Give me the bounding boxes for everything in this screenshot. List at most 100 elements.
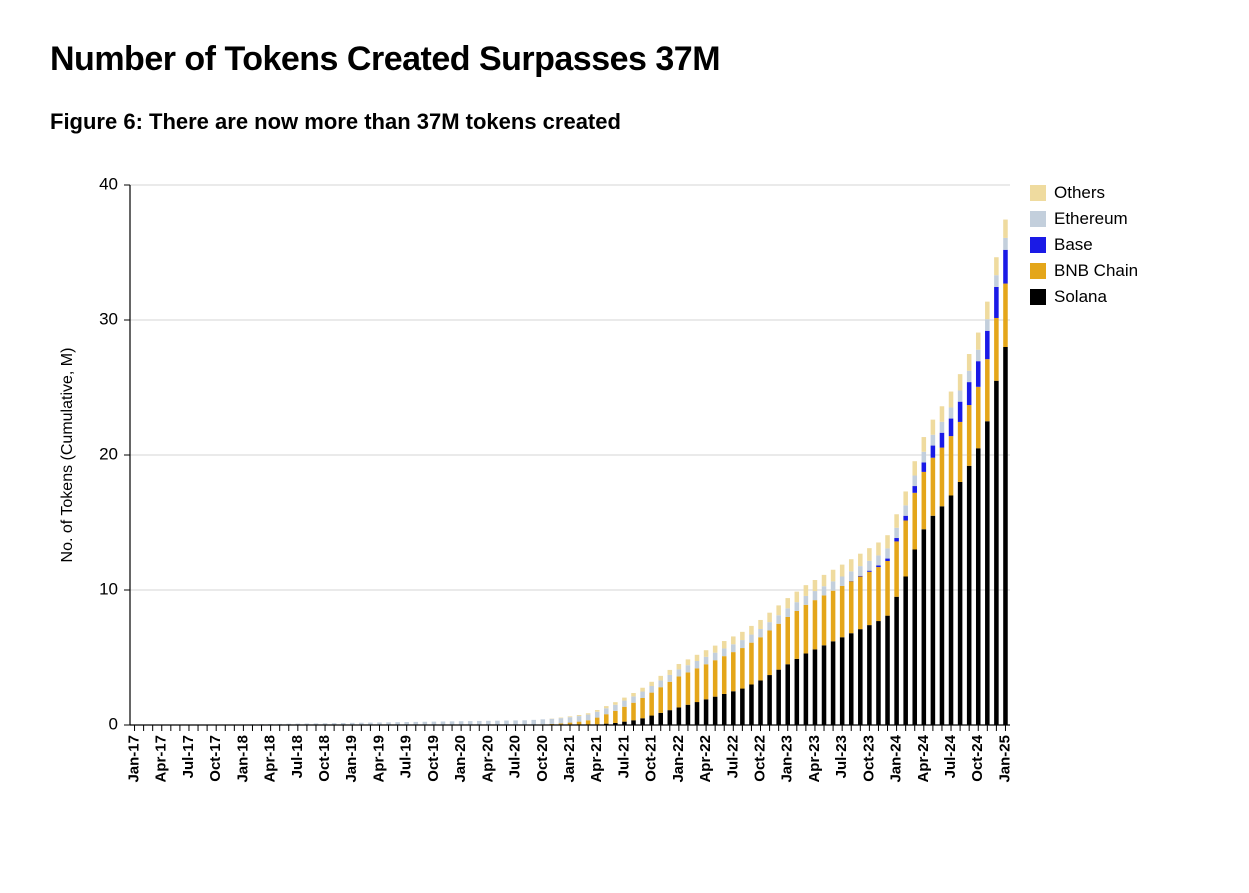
x-tick-label: Jan-18 xyxy=(234,735,251,783)
bar-segment xyxy=(912,461,917,475)
bar-segment xyxy=(795,602,800,611)
bar-segment xyxy=(740,632,745,640)
bar-segment xyxy=(695,655,700,661)
bar-segment xyxy=(949,392,954,408)
bar-segment xyxy=(722,641,727,648)
x-tick-label: Jul-24 xyxy=(942,734,959,778)
bar-segment xyxy=(686,659,691,665)
bar-segment xyxy=(922,462,927,471)
legend-item: Solana xyxy=(1030,287,1138,307)
bar-segment xyxy=(767,622,772,630)
bar-segment xyxy=(931,446,936,458)
bar-segment xyxy=(559,718,564,723)
bar-segment xyxy=(922,437,927,452)
bar-segment xyxy=(767,675,772,725)
bar-segment xyxy=(686,705,691,725)
bar-segment xyxy=(840,577,845,586)
bar-segment xyxy=(604,714,609,723)
bar-segment xyxy=(704,650,709,657)
bar-segment xyxy=(595,710,600,712)
bar-segment xyxy=(477,721,482,725)
x-tick-label: Jul-19 xyxy=(398,735,415,778)
bar-segment xyxy=(958,402,963,422)
bar-segment xyxy=(795,592,800,603)
x-tick-label: Oct-17 xyxy=(207,735,224,782)
bar-segment xyxy=(967,382,972,405)
legend-label: Solana xyxy=(1054,287,1107,307)
bar-segment xyxy=(722,694,727,725)
bar-segment xyxy=(668,710,673,725)
bar-segment xyxy=(758,620,763,629)
bar-segment xyxy=(949,407,954,418)
bar-segment xyxy=(513,720,518,725)
bar-segment xyxy=(758,680,763,725)
bar-segment xyxy=(967,466,972,725)
bar-segment xyxy=(758,629,763,637)
bar-segment xyxy=(840,586,845,637)
legend-label: Ethereum xyxy=(1054,209,1128,229)
x-tick-label: Jan-23 xyxy=(779,735,796,783)
bar-segment xyxy=(704,699,709,725)
bar-segment xyxy=(668,670,673,675)
bar-segment xyxy=(867,625,872,725)
bar-segment xyxy=(931,516,936,725)
bar-segment xyxy=(940,448,945,507)
bar-segment xyxy=(967,405,972,466)
x-tick-label: Apr-24 xyxy=(915,734,932,782)
bar-segment xyxy=(604,706,609,708)
bar-segment xyxy=(985,421,990,725)
bar-segment xyxy=(531,720,536,725)
bar-segment xyxy=(831,581,836,590)
bar-segment xyxy=(1003,220,1008,238)
bar-segment xyxy=(822,645,827,725)
bar-segment xyxy=(731,691,736,725)
bar-segment xyxy=(922,472,927,529)
bar-segment xyxy=(595,712,600,718)
bar-segment xyxy=(967,354,972,371)
bar-segment xyxy=(867,561,872,571)
bar-segment xyxy=(577,716,582,722)
bar-segment xyxy=(486,721,491,725)
x-tick-label: Jul-22 xyxy=(724,735,741,778)
bar-segment xyxy=(1003,284,1008,347)
bar-segment xyxy=(976,361,981,387)
bar-segment xyxy=(858,554,863,566)
legend-swatch xyxy=(1030,185,1046,201)
page-title: Number of Tokens Created Surpasses 37M xyxy=(50,40,1199,79)
legend-label: BNB Chain xyxy=(1054,261,1138,281)
x-tick-label: Oct-18 xyxy=(316,735,333,782)
x-tick-label: Oct-20 xyxy=(534,735,551,782)
y-tick-label: 20 xyxy=(99,444,118,463)
bar-segment xyxy=(940,433,945,448)
bar-segment xyxy=(885,548,890,558)
figure-caption: Figure 6: There are now more than 37M to… xyxy=(50,109,1199,135)
legend-item: Others xyxy=(1030,183,1138,203)
legend-label: Others xyxy=(1054,183,1105,203)
bar-segment xyxy=(958,374,963,390)
bar-segment xyxy=(894,514,899,528)
legend-item: BNB Chain xyxy=(1030,261,1138,281)
bar-segment xyxy=(695,668,700,702)
bar-segment xyxy=(976,387,981,448)
bar-segment xyxy=(985,359,990,421)
bar-segment xyxy=(867,572,872,625)
bar-segment xyxy=(740,640,745,648)
bar-segment xyxy=(813,600,818,649)
y-tick-label: 10 xyxy=(99,579,118,598)
x-tick-label: Jan-24 xyxy=(888,734,905,782)
legend-swatch xyxy=(1030,237,1046,253)
bar-segment xyxy=(613,705,618,711)
x-tick-label: Jul-23 xyxy=(833,735,850,778)
bar-segment xyxy=(985,319,990,331)
x-tick-label: Jul-18 xyxy=(289,735,306,778)
bar-segment xyxy=(858,577,863,630)
bar-segment xyxy=(903,577,908,726)
x-tick-label: Jul-17 xyxy=(180,735,197,778)
bar-segment xyxy=(849,581,854,633)
bar-segment xyxy=(695,702,700,725)
bar-segment xyxy=(867,548,872,561)
bar-segment xyxy=(795,611,800,659)
bar-segment xyxy=(785,598,790,608)
bar-segment xyxy=(695,661,700,668)
x-tick-label: Apr-19 xyxy=(370,735,387,783)
